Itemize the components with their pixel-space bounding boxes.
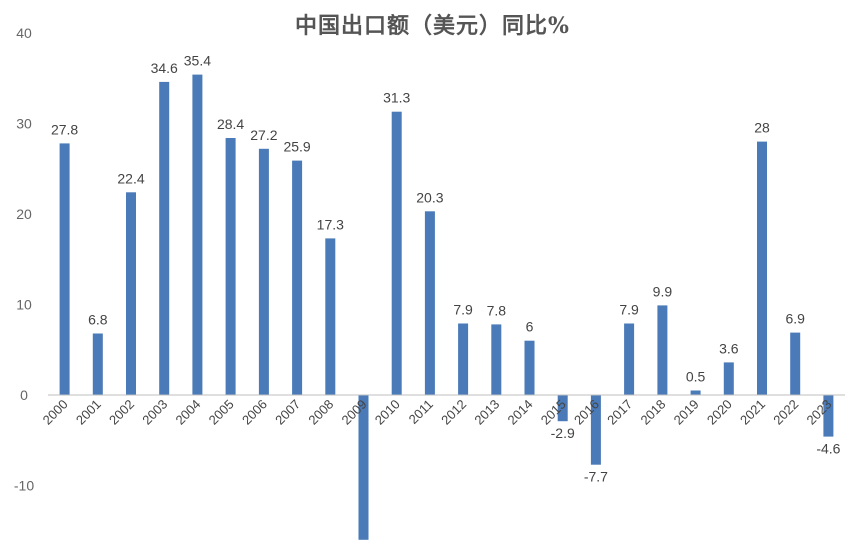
bar-2002 xyxy=(126,192,136,395)
data-label: 6.8 xyxy=(88,312,108,328)
x-tick-label: 2022 xyxy=(770,397,801,428)
x-tick-label: 2018 xyxy=(637,397,668,428)
data-label: 7.9 xyxy=(453,302,473,318)
x-tick-label: 2013 xyxy=(471,397,502,428)
data-label: 6 xyxy=(526,319,534,335)
x-tick-label: 2006 xyxy=(239,397,270,428)
bar-2017 xyxy=(624,323,635,395)
data-label: 27.2 xyxy=(250,127,277,143)
x-tick-label: 2011 xyxy=(406,397,436,427)
data-label: 22.4 xyxy=(117,170,144,186)
data-labels: 27.8 6.8 22.4 34.6 35.4 28.4 27.2 25.9 17.3 31.3 2… xyxy=(51,53,841,485)
bar-2013 xyxy=(491,324,502,395)
bar-2018 xyxy=(657,305,668,395)
x-tick-label: 2010 xyxy=(372,397,403,428)
bar-2023 xyxy=(823,395,834,437)
y-tick-label: 10 xyxy=(16,297,32,313)
bar-2020 xyxy=(723,362,734,395)
x-tick-label: 2000 xyxy=(40,397,71,428)
y-tick-label: 40 xyxy=(16,25,32,41)
data-label: 3.6 xyxy=(719,340,739,356)
data-label: 7.8 xyxy=(487,302,507,318)
bar-2014 xyxy=(524,340,535,395)
bar-2011 xyxy=(424,211,435,395)
y-tick-label: 20 xyxy=(16,206,32,222)
x-tick-label: 2003 xyxy=(139,397,170,428)
x-tick-label: 2017 xyxy=(604,397,635,428)
x-tick-label: 2005 xyxy=(206,397,237,428)
bar-2012 xyxy=(458,323,469,395)
bar-2021 xyxy=(757,141,767,395)
bar-2010 xyxy=(391,111,402,395)
data-label: 0.5 xyxy=(686,369,706,385)
bar-2003 xyxy=(159,81,170,396)
y-tick-label: 0 xyxy=(20,387,28,403)
bar-2007 xyxy=(292,160,303,395)
bar-2016 xyxy=(590,395,601,465)
bar-2000 xyxy=(59,143,70,395)
x-tick-label: 2008 xyxy=(305,397,336,428)
bar-2006 xyxy=(258,148,269,395)
y-tick-label: 30 xyxy=(16,116,32,132)
bar-2001 xyxy=(92,333,103,395)
y-tick-label: -10 xyxy=(14,478,34,494)
data-label: -2.9 xyxy=(551,425,575,441)
y-axis: 40 30 20 10 0 -10 xyxy=(14,25,34,494)
bar-2005 xyxy=(225,138,236,395)
bars xyxy=(59,74,834,540)
data-label: 27.8 xyxy=(51,121,78,137)
x-tick-label: 2020 xyxy=(704,397,735,428)
x-tick-label: 2007 xyxy=(272,397,303,428)
x-tick-label: 2012 xyxy=(438,397,469,428)
data-label: 20.3 xyxy=(416,189,443,205)
data-label: -7.7 xyxy=(584,469,608,485)
x-tick-label: 2019 xyxy=(671,397,702,428)
data-label: 28.4 xyxy=(217,116,244,132)
bar-2015 xyxy=(557,395,568,422)
x-tick-label: 2001 xyxy=(73,397,104,428)
data-label: 6.9 xyxy=(785,311,805,327)
x-tick-label: 2014 xyxy=(505,397,536,428)
chart-title: 中国出口额（美元）同比% xyxy=(295,13,570,39)
data-label: 31.3 xyxy=(383,90,410,106)
data-label: 25.9 xyxy=(283,139,310,155)
data-label: 7.9 xyxy=(619,302,639,318)
data-label: 9.9 xyxy=(653,283,673,299)
x-tick-label: 2004 xyxy=(172,397,203,428)
data-label: 17.3 xyxy=(317,216,344,232)
data-label: 35.4 xyxy=(184,53,211,69)
data-label: -4.6 xyxy=(816,441,840,457)
bar-2022 xyxy=(790,332,801,395)
x-tick-label: 2021 xyxy=(737,397,768,428)
x-tick-label: 2002 xyxy=(106,397,137,428)
bar-2009 xyxy=(358,395,369,540)
x-axis: 2000 2001 2002 2003 2004 2005 2006 2007 2008 2009… xyxy=(40,397,835,428)
bar-2004 xyxy=(192,74,203,395)
bar-2008 xyxy=(325,238,336,395)
bar-2019 xyxy=(690,390,701,395)
data-label: 28 xyxy=(754,120,770,136)
data-label: 34.6 xyxy=(151,60,178,76)
